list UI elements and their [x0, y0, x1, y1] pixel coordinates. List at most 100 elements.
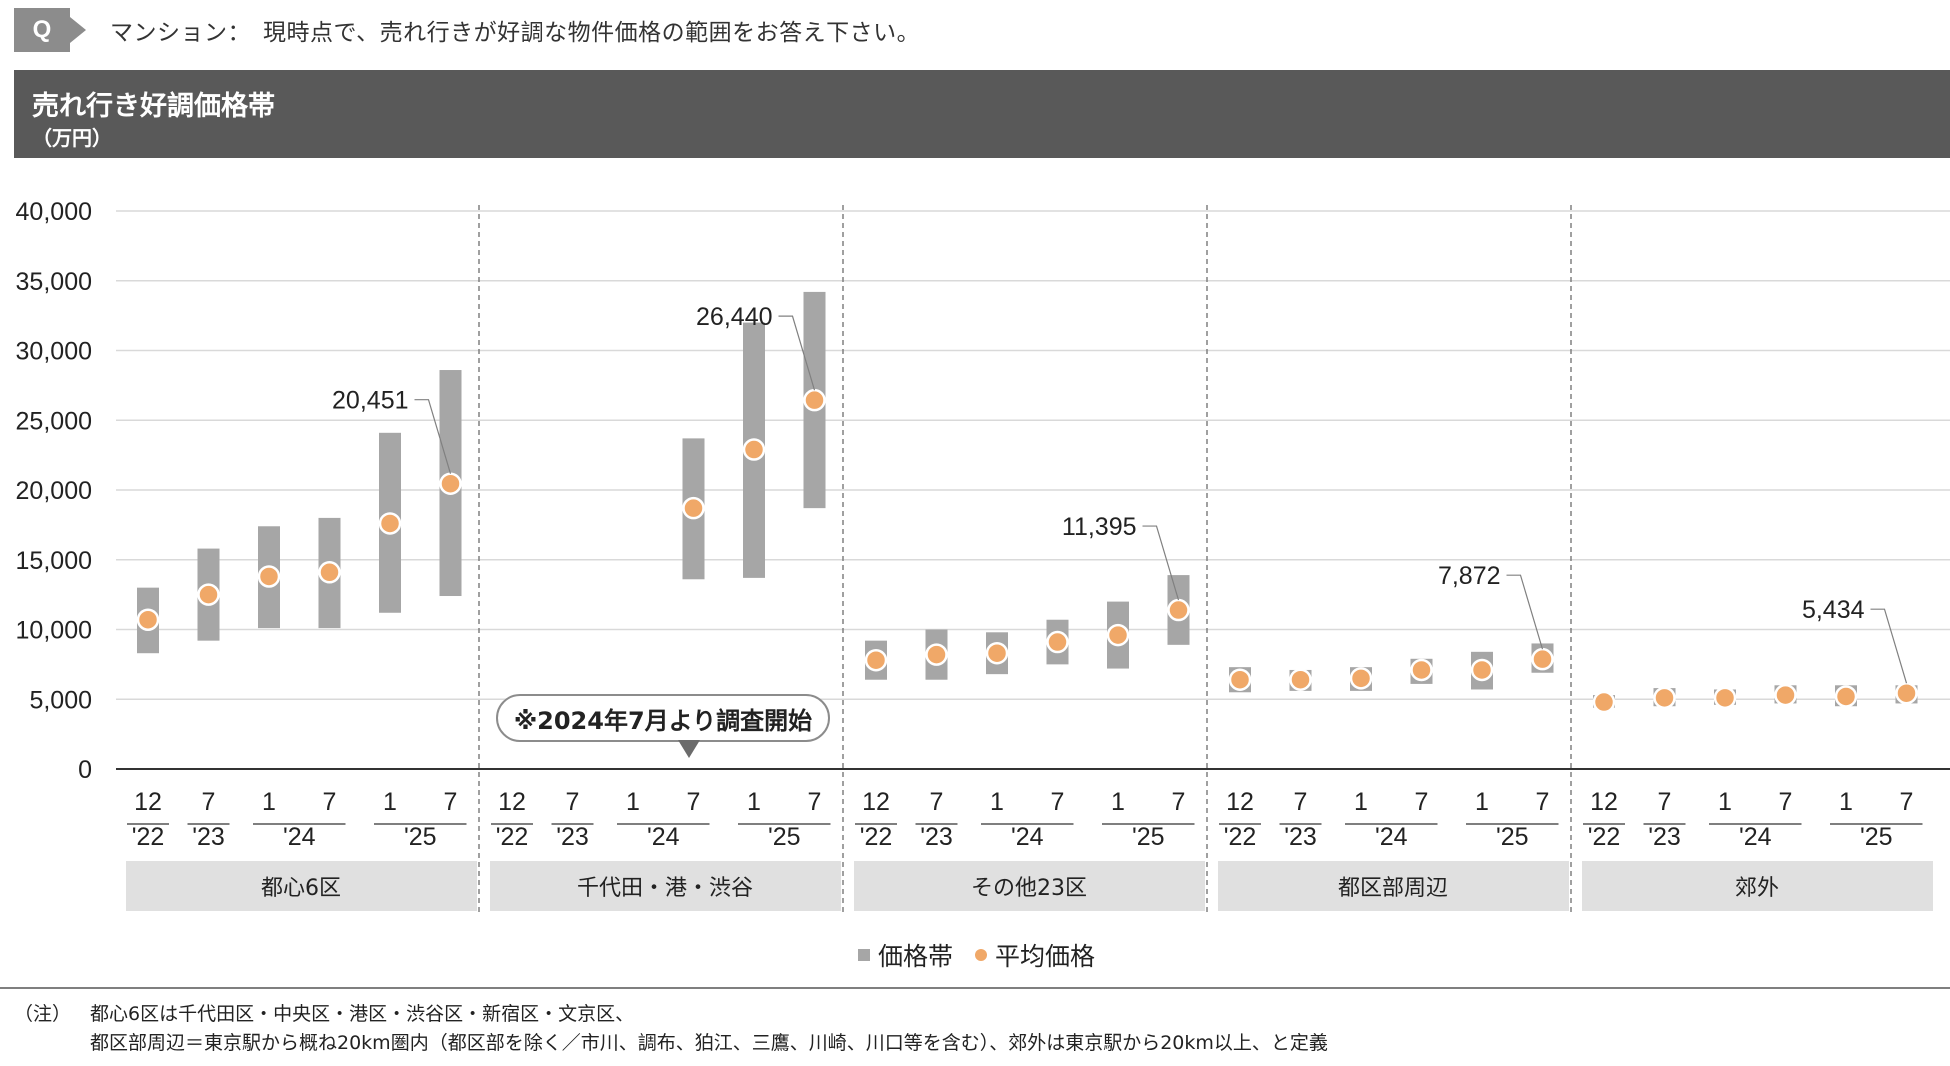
y-tick-label: 35,000: [16, 268, 92, 296]
value-leader-line: [1870, 608, 1908, 684]
period-month-label: 1: [990, 788, 1004, 816]
group-label: その他23区: [971, 876, 1087, 901]
y-tick-label: 15,000: [16, 547, 92, 575]
legend-range-swatch-icon: [858, 949, 870, 961]
period-month-label: 12: [862, 788, 890, 816]
footnote-line-1: 都心6区は千代田区・中央区・港区・渋谷区・新宿区・文京区、: [90, 1003, 635, 1025]
period-year-label: '23: [920, 823, 953, 851]
value-leader-line: [778, 315, 816, 391]
average-point: [1895, 681, 1918, 705]
question-arrow-icon: [70, 17, 86, 43]
value-leader-line: [414, 399, 452, 474]
period-year-label: '23: [1284, 823, 1317, 851]
notes-divider: [0, 987, 1950, 989]
period-month-label: 7: [1294, 788, 1308, 816]
group-label: 都区部周辺: [1338, 876, 1448, 901]
period-year-label: '24: [1739, 823, 1772, 851]
period-year-label: '24: [1011, 823, 1044, 851]
chart-legend: 価格帯 平均価格: [858, 938, 1095, 972]
average-point: [925, 643, 948, 666]
chart-header: 売れ行き好調価格帯 （万円）: [14, 70, 1950, 158]
y-tick-label: 30,000: [16, 338, 92, 366]
footnote-lead: （注）: [14, 1003, 72, 1025]
average-point: [1046, 630, 1069, 654]
question-text: マンション： 現時点で、売れ行きが好調な物件価格の範囲をお答え下さい。: [110, 20, 921, 46]
period-month-label: 12: [498, 788, 526, 816]
average-point: [1713, 686, 1737, 710]
question-row: Q マンション： 現時点で、売れ行きが好調な物件価格の範囲をお答え下さい。: [14, 8, 920, 52]
legend-average-swatch-icon: [975, 949, 988, 961]
period-month-label: 7: [1172, 788, 1186, 816]
period-month-label: 7: [323, 788, 337, 816]
period-month-label: 7: [1051, 788, 1065, 816]
period-month-label: 7: [1415, 788, 1429, 816]
period-month-label: 12: [1226, 788, 1254, 816]
period-month-label: 7: [1900, 788, 1914, 816]
footnote-line-2: 都区部周辺＝東京駅から概ね20km圏内（都区部を除く／市川、調布、狛江、三鷹、川…: [90, 1032, 1328, 1054]
group-label-box: [490, 861, 841, 911]
average-point: [1653, 686, 1676, 710]
period-month-label: 1: [383, 788, 397, 816]
period-month-label: 1: [262, 788, 276, 816]
legend-range-label: 価格帯: [878, 942, 954, 971]
period-year-label: '22: [1224, 823, 1257, 851]
period-year-label: '22: [132, 823, 165, 851]
period-year-label: '25: [1860, 823, 1893, 851]
group-label: 千代田・港・渋谷: [577, 876, 753, 901]
period-year-label: '22: [860, 823, 893, 851]
period-month-label: 7: [1536, 788, 1550, 816]
period-year-label: '22: [1588, 823, 1621, 851]
y-tick-label: 10,000: [16, 617, 92, 645]
average-point: [985, 641, 1009, 665]
average-point: [1470, 658, 1494, 682]
period-year-label: '24: [647, 823, 680, 851]
period-month-label: 7: [1658, 788, 1672, 816]
period-month-label: 7: [808, 788, 822, 816]
y-tick-label: 20,000: [16, 477, 92, 505]
chart-unit: （万円）: [32, 126, 112, 150]
average-point: [257, 565, 281, 588]
average-point: [1167, 598, 1190, 622]
period-year-label: '24: [1375, 823, 1408, 851]
period-month-label: 7: [687, 788, 701, 816]
y-tick-label: 5,000: [29, 686, 92, 714]
average-point: [136, 608, 160, 631]
period-month-label: 1: [1111, 788, 1125, 816]
value-label: 7,872: [1438, 562, 1501, 590]
period-month-label: 12: [134, 788, 162, 816]
y-tick-label: 40,000: [16, 198, 92, 226]
average-point: [1834, 685, 1858, 708]
group-label-box: [854, 861, 1205, 911]
price-range-chart: 0 5,000 10,000 15,000 20,000 25,000 30,000 35,0…: [16, 198, 1950, 915]
period-month-label: 7: [930, 788, 944, 816]
average-point: [1774, 683, 1797, 707]
period-month-label: 1: [1475, 788, 1489, 816]
period-year-label: '25: [1496, 823, 1529, 851]
average-point: [378, 512, 402, 535]
average-point: [318, 561, 341, 584]
average-point: [1349, 667, 1373, 690]
group-label: 郊外: [1735, 876, 1779, 901]
callout-pointer-icon: [678, 740, 700, 758]
group-label: 都心6区: [261, 876, 341, 901]
group-label-box: [126, 861, 477, 911]
group-label-box: [1582, 861, 1933, 911]
chart-title: 売れ行き好調価格帯: [32, 91, 275, 122]
value-leader-line: [1506, 574, 1544, 650]
average-point: [682, 496, 705, 520]
period-month-label: 7: [444, 788, 458, 816]
value-leader-line: [1142, 525, 1180, 601]
survey-start-callout: ※2024年7月より調査開始: [496, 694, 830, 742]
period-year-label: '23: [192, 823, 225, 851]
period-month-label: 7: [566, 788, 580, 816]
period-month-label: 1: [1839, 788, 1853, 816]
average-point: [803, 388, 826, 412]
period-year-label: '23: [556, 823, 589, 851]
average-point: [864, 648, 888, 672]
group-label-box: [1218, 861, 1569, 911]
value-label: 20,451: [332, 387, 408, 415]
average-point: [1228, 668, 1252, 691]
period-month-label: 1: [747, 788, 761, 816]
average-point: [1410, 658, 1433, 682]
period-year-label: '25: [768, 823, 801, 851]
